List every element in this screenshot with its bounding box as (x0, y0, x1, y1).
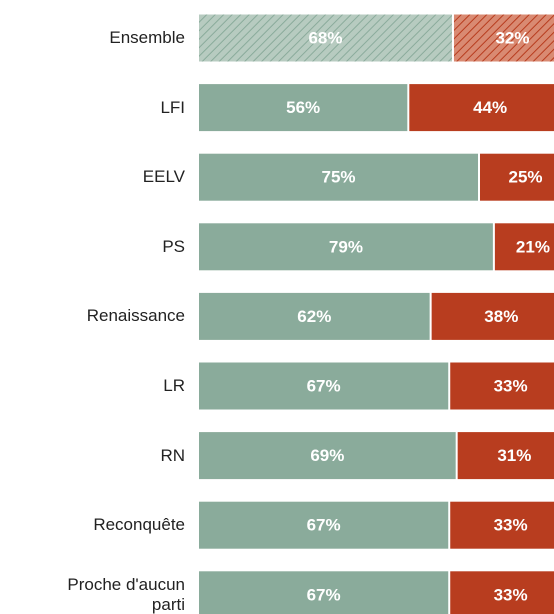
bar-segment (494, 223, 554, 271)
value-label: 62% (297, 307, 331, 326)
category-label: PS (162, 236, 185, 256)
value-label: 75% (321, 168, 355, 187)
value-label: 69% (310, 446, 344, 465)
bar-segment (199, 292, 430, 340)
bar-segment (457, 432, 554, 480)
bar-segment (431, 292, 554, 340)
category-label: Reconquête (93, 515, 185, 535)
value-label: 38% (484, 307, 518, 326)
bar-segment (450, 362, 554, 410)
bar-segment (450, 501, 554, 549)
value-label: 21% (516, 237, 550, 256)
bar-segment (453, 14, 554, 62)
value-label: 33% (494, 376, 528, 395)
value-label: 33% (494, 585, 528, 604)
bar-segment (450, 571, 554, 614)
value-label: 33% (494, 516, 528, 535)
category-label: Renaissance (86, 306, 185, 326)
category-label: Proche d'aucun parti (67, 574, 185, 614)
category-label: RN (160, 445, 185, 465)
category-label: LR (163, 376, 185, 395)
category-label: EELV (142, 167, 185, 187)
bar-segment (199, 223, 493, 271)
category-label: LFI (160, 97, 185, 117)
bar-segment (199, 571, 449, 614)
value-label: 32% (495, 28, 529, 47)
value-label: 67% (307, 585, 341, 604)
bar-segment (480, 153, 554, 201)
value-label: 67% (307, 516, 341, 535)
category-label: Ensemble (109, 28, 185, 47)
value-label: 67% (307, 376, 341, 395)
bar-segment (199, 14, 452, 62)
value-label: 79% (329, 237, 363, 256)
value-label: 25% (508, 168, 542, 187)
value-label: 56% (286, 98, 320, 117)
bar-segment (199, 501, 449, 549)
value-label: 31% (497, 446, 531, 465)
value-label: 68% (308, 28, 342, 47)
value-label: 44% (473, 98, 507, 117)
bar-segment (199, 362, 449, 410)
bar-segment (409, 84, 554, 132)
bar-segment (199, 84, 408, 132)
bar-segment (199, 153, 478, 201)
bar-segment (199, 432, 456, 480)
